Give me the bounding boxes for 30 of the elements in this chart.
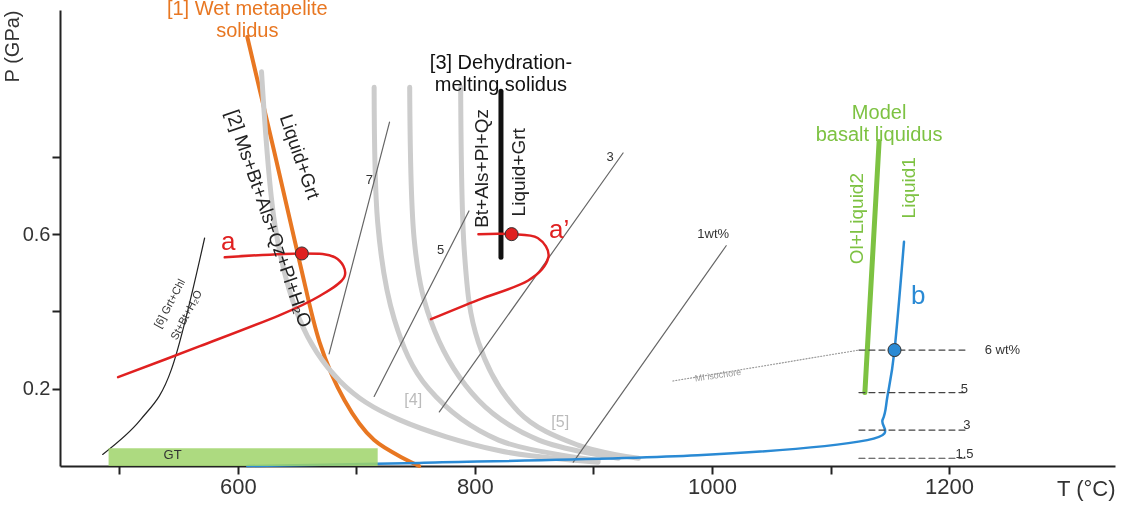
- annotation: a’: [548, 214, 570, 245]
- annotation: [4]: [404, 391, 423, 409]
- annotation: Liquid+Grt: [507, 127, 529, 217]
- annotation: MI isochore: [694, 367, 742, 384]
- annotation: 3: [963, 417, 971, 433]
- y-tick-label: 0.2: [22, 377, 51, 400]
- x-axis-title: T (°C): [1057, 475, 1116, 501]
- x-tick-label: 800: [457, 473, 494, 499]
- annotation: a: [221, 225, 237, 256]
- annotation: Bt+Als+Pl+Qz: [471, 109, 492, 228]
- annotation: 7: [365, 172, 373, 188]
- annotation: 5: [436, 241, 445, 257]
- annotation: Liquid1: [897, 157, 919, 219]
- series-label: Model basalt liquidus: [815, 101, 943, 146]
- series-label: [1] Wet metapelite solidus: [166, 0, 328, 42]
- y-tick-label: 0.6: [22, 222, 51, 245]
- annotation: 6 wt%: [984, 342, 1021, 358]
- x-tick-label: 1200: [925, 473, 975, 499]
- annotation: Ol+Liquid2: [845, 172, 867, 265]
- annotation: b: [910, 279, 926, 310]
- series-label: [3] Dehydration- melting solidus: [429, 51, 573, 96]
- annotation: 3: [606, 148, 614, 164]
- annotation: 1wt%: [697, 226, 730, 242]
- annotation: GT: [163, 447, 182, 463]
- x-tick-label: 1000: [687, 473, 737, 499]
- x-tick-label: 600: [219, 473, 257, 499]
- annotation: [5]: [551, 412, 570, 430]
- y-axis-title: P (GPa): [0, 10, 23, 83]
- annotation: 5: [960, 380, 969, 396]
- annotation: 1.5: [955, 446, 974, 462]
